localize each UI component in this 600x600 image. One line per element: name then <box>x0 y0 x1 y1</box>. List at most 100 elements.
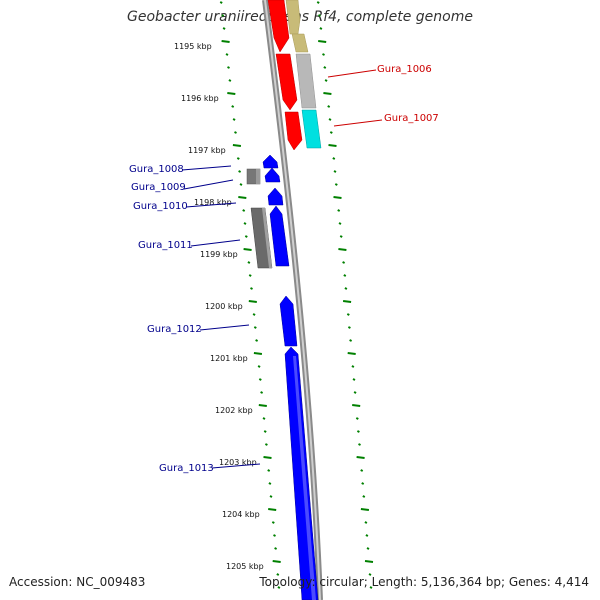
tick-mark <box>327 105 331 108</box>
tick-mark <box>276 573 280 576</box>
tick-mark <box>274 547 278 550</box>
gene-labels: Gura_1006 Gura_1007 Gura_1008 Gura_1009 … <box>129 64 439 474</box>
tick-mark <box>358 443 361 446</box>
gene-label-gura1012[interactable]: Gura_1012 <box>147 324 202 335</box>
tick-mark <box>221 14 225 17</box>
gene-feature-blue-gura1009[interactable] <box>264 167 281 183</box>
outer-tick-ring <box>316 1 374 589</box>
tick-mark <box>222 27 226 30</box>
gene-feature-olive[interactable] <box>291 33 309 53</box>
tick-label: 1197 kbp <box>188 146 226 155</box>
gene-feature-blue-highlight <box>293 356 316 600</box>
gene-feature-blue-gura1008[interactable] <box>262 154 279 169</box>
genome-backbone-highlight <box>264 0 321 600</box>
tick-mark <box>232 144 242 147</box>
tick-mark <box>268 482 272 485</box>
tick-mark <box>242 209 246 212</box>
tick-mark <box>231 105 235 108</box>
gene-label-gura1009[interactable]: Gura_1009 <box>131 182 186 193</box>
tick-mark <box>239 183 243 186</box>
gene-feature-red-gura1007[interactable] <box>284 111 303 151</box>
gene-label-gura1013[interactable]: Gura_1013 <box>159 463 214 474</box>
tick-mark <box>252 313 256 316</box>
tick-mark <box>338 222 342 225</box>
tick-mark <box>353 391 357 394</box>
tick-mark <box>238 170 242 173</box>
tick-mark <box>267 469 271 472</box>
gene-feature-gray-light[interactable] <box>256 169 260 184</box>
gene-label-gura1011[interactable]: Gura_1011 <box>138 240 193 251</box>
tick-mark <box>318 40 327 43</box>
gene-feature-gray-highlight <box>262 208 272 268</box>
tick-mark <box>273 534 276 537</box>
tick-mark <box>342 261 346 264</box>
tick-mark <box>349 339 353 342</box>
tick-mark <box>360 508 370 511</box>
gene-feature-red[interactable] <box>275 53 298 111</box>
tick-mark <box>243 248 252 251</box>
gene-label-gura1007[interactable]: Gura_1007 <box>384 113 439 124</box>
tick-label: 1204 kbp <box>222 510 260 519</box>
tick-mark <box>258 378 262 381</box>
tick-label: 1198 kbp <box>194 198 232 207</box>
gene-feature-blue-gura1011[interactable] <box>269 205 290 267</box>
tick-mark <box>344 287 348 290</box>
tick-mark <box>322 53 325 56</box>
gene-feature-olive[interactable] <box>285 0 301 35</box>
tick-labels: 1195 kbp 1196 kbp 1197 kbp 1198 kbp 1199… <box>174 42 264 571</box>
tick-mark <box>250 287 253 290</box>
tick-mark <box>262 417 266 420</box>
gene-features <box>246 0 322 600</box>
tick-mark <box>364 521 368 524</box>
tick-mark <box>221 40 230 43</box>
tick-mark <box>263 456 272 459</box>
tick-mark <box>368 573 372 576</box>
tick-mark <box>352 404 361 407</box>
gene-feature-lightgray[interactable] <box>295 53 317 109</box>
tick-label: 1195 kbp <box>174 42 212 51</box>
tick-label: 1201 kbp <box>210 354 248 363</box>
tick-mark <box>329 131 333 134</box>
label-leaders <box>181 69 383 469</box>
tick-mark <box>243 222 247 225</box>
tick-mark <box>255 339 259 342</box>
tick-mark <box>263 430 267 433</box>
gene-feature-red[interactable] <box>267 0 290 53</box>
tick-mark <box>343 274 347 277</box>
tick-mark <box>260 391 264 394</box>
gene-feature-blue-gura1012[interactable] <box>279 295 298 347</box>
tick-label: 1196 kbp <box>181 94 219 103</box>
gene-label-gura1006[interactable]: Gura_1006 <box>377 64 432 75</box>
tick-mark <box>352 378 356 381</box>
tick-mark <box>328 144 337 147</box>
tick-mark <box>257 365 261 368</box>
gene-feature-blue-gura1010[interactable] <box>267 187 284 206</box>
tick-mark <box>232 118 236 121</box>
tick-mark <box>248 274 252 277</box>
tick-mark <box>238 196 247 199</box>
tick-mark <box>264 443 268 446</box>
tick-mark <box>277 586 281 589</box>
tick-mark <box>225 53 229 56</box>
gene-label-gura1008[interactable]: Gura_1008 <box>129 164 184 175</box>
gene-feature-cyan[interactable] <box>301 109 322 149</box>
tick-mark <box>362 495 366 498</box>
genome-title: Geobacter uraniireducens Rf4, complete g… <box>127 9 473 25</box>
tick-mark <box>328 118 332 121</box>
tick-mark <box>219 1 223 4</box>
gene-label-gura1010[interactable]: Gura_1010 <box>133 201 188 212</box>
topology-text: Topology: circular; Length: 5,136,364 bp… <box>259 575 589 589</box>
tick-mark <box>227 92 236 95</box>
tick-mark <box>361 482 365 485</box>
tick-label: 1202 kbp <box>215 406 253 415</box>
tick-mark <box>268 508 277 511</box>
tick-mark <box>346 313 350 316</box>
tick-mark <box>364 560 374 563</box>
tick-mark <box>333 170 337 173</box>
tick-mark <box>338 248 347 251</box>
tick-mark <box>351 365 355 368</box>
tick-mark <box>247 261 251 264</box>
tick-mark <box>228 79 232 82</box>
tick-label: 1205 kbp <box>226 562 264 571</box>
tick-mark <box>271 521 275 524</box>
